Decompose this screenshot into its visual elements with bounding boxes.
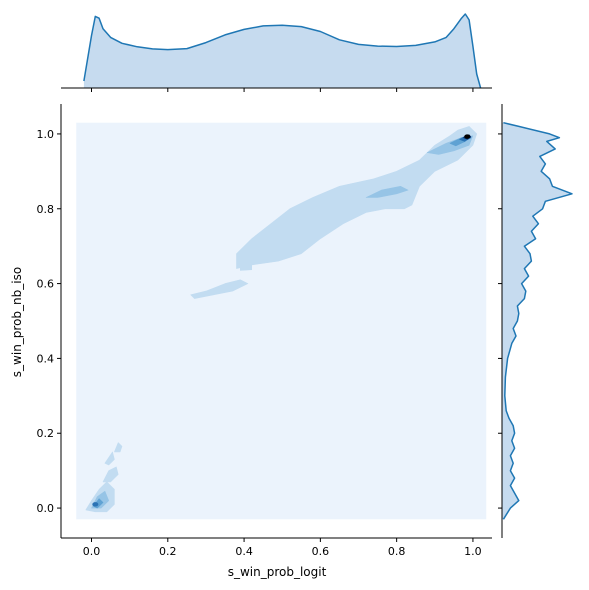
right-marginal-line bbox=[502, 121, 573, 520]
kde-peak-1 bbox=[92, 502, 99, 507]
x-tick-label-0: 0.0 bbox=[83, 545, 101, 558]
x-tick-label-1: 0.2 bbox=[159, 545, 177, 558]
y-tick-label-5: 1.0 bbox=[37, 128, 55, 141]
y-tick-label-1: 0.2 bbox=[37, 427, 55, 440]
kde-contour-level-1-region-2 bbox=[240, 264, 252, 271]
kde-support-region bbox=[76, 122, 487, 520]
joint-kde-plot bbox=[76, 122, 487, 520]
x-tick-label-3: 0.6 bbox=[312, 545, 330, 558]
kde-contour-level-1-region-5 bbox=[104, 451, 115, 466]
y-axis-label: s_win_prob_nb_iso bbox=[10, 267, 24, 377]
x-tick-label-2: 0.4 bbox=[235, 545, 253, 558]
top-marginal-plot bbox=[61, 13, 492, 89]
top-marginal-line bbox=[83, 13, 482, 89]
right-marginal-plot bbox=[501, 104, 573, 538]
x-tick-label-4: 0.8 bbox=[388, 545, 406, 558]
x-axis-label: s_win_prob_logit bbox=[228, 565, 327, 579]
joint-axes: 0.0 0.2 0.4 0.6 0.8 1.0 0.0 0.2 0.4 0.6 0.8 1.0 bbox=[37, 88, 502, 558]
kde-contour-level-1-region-6 bbox=[114, 442, 123, 453]
kde-peak-0 bbox=[464, 134, 471, 139]
kde-contour-level-1-region-1 bbox=[190, 279, 249, 299]
y-tick-label-0: 0.0 bbox=[37, 502, 55, 515]
right-marginal-fill bbox=[502, 122, 572, 520]
kde-contour-level-1-region-0 bbox=[236, 126, 478, 269]
y-tick-label-3: 0.6 bbox=[37, 278, 55, 291]
x-tick-label-5: 1.0 bbox=[464, 545, 482, 558]
kde-contour-level-1-region-4 bbox=[102, 466, 119, 483]
y-tick-label-4: 0.8 bbox=[37, 203, 55, 216]
y-tick-label-2: 0.4 bbox=[37, 352, 55, 365]
top-marginal-fill bbox=[83, 14, 481, 88]
kde-contour-level-2-region-7 bbox=[365, 186, 409, 198]
